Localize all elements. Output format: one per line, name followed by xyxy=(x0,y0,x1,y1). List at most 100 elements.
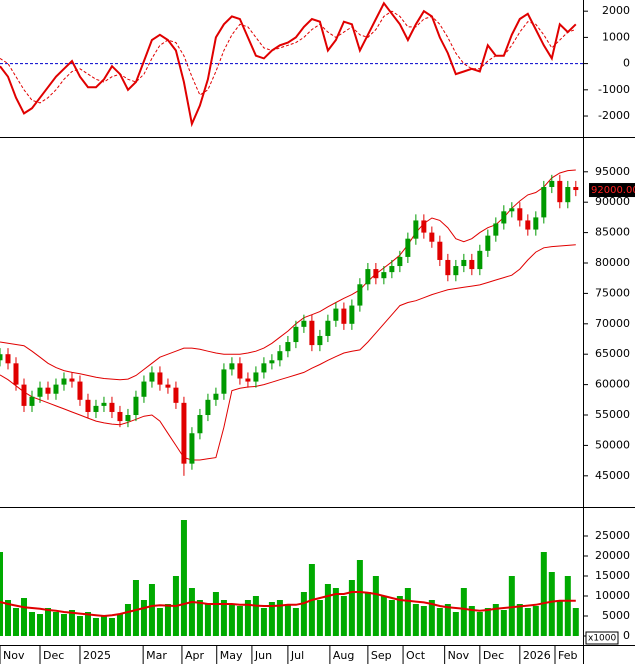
volume-bar xyxy=(204,604,211,636)
last-price-label: 92000.00 xyxy=(591,185,635,196)
volume-bar xyxy=(572,608,579,636)
y-tick-label: 65000 xyxy=(595,347,630,360)
volume-bar xyxy=(300,592,307,636)
y-tick-label: -1000 xyxy=(598,83,630,96)
volume-bar xyxy=(556,600,563,636)
bollinger-band xyxy=(0,169,576,381)
candle-body xyxy=(357,284,363,306)
y-tick-label: 50000 xyxy=(595,438,630,451)
volume-bar xyxy=(332,588,339,636)
volume-bar xyxy=(60,614,67,636)
candle-body xyxy=(477,250,483,270)
candle-body xyxy=(213,393,219,400)
candle-body xyxy=(221,369,227,394)
candle-body xyxy=(77,381,83,400)
x-tick-label: Nov xyxy=(448,649,470,662)
volume-bar xyxy=(508,576,515,636)
candle-body xyxy=(437,241,443,260)
volume-bar xyxy=(236,606,243,636)
volume-bar xyxy=(340,596,347,636)
candle-body xyxy=(69,378,75,382)
volume-bar xyxy=(276,600,283,636)
candle-body xyxy=(309,320,315,346)
candle-body xyxy=(293,326,299,343)
candle-body xyxy=(461,259,467,267)
volume-bar xyxy=(260,608,267,636)
candle-body xyxy=(0,354,3,361)
candle-body xyxy=(157,372,163,385)
volume-bar xyxy=(412,604,419,636)
candle-body xyxy=(381,272,387,279)
volume-bar xyxy=(36,614,43,636)
candle-body xyxy=(93,405,99,412)
signal-line xyxy=(0,10,576,104)
candle-body xyxy=(197,415,203,434)
candle-body xyxy=(413,220,419,239)
volume-bar xyxy=(116,614,123,636)
volume-bar xyxy=(404,588,411,636)
y-tick-label: 60000 xyxy=(595,378,630,391)
candle-body xyxy=(141,381,147,397)
candle-body xyxy=(5,354,11,364)
candle-body xyxy=(317,335,323,346)
volume-bar xyxy=(564,576,571,636)
y-tick-label: -2000 xyxy=(598,109,630,122)
candle-body xyxy=(261,363,267,373)
volume-bar xyxy=(0,552,3,636)
y-tick-label: 25000 xyxy=(595,529,630,542)
volume-bar xyxy=(532,606,539,636)
x-tick-label: 2025 xyxy=(83,649,111,662)
volume-bar xyxy=(148,584,155,636)
candle-body xyxy=(341,308,347,324)
volume-bar xyxy=(156,608,163,636)
volume-bar xyxy=(12,608,19,636)
candle-body xyxy=(269,360,275,364)
candle-body xyxy=(37,387,43,397)
candle-body xyxy=(29,396,35,406)
volume-bar xyxy=(436,608,443,636)
volume-bar xyxy=(396,596,403,636)
volume-bar xyxy=(484,608,491,636)
candle-body xyxy=(21,384,27,406)
candle-body xyxy=(125,415,131,422)
y-tick-label: 90000 xyxy=(595,195,630,208)
candle-body xyxy=(549,180,555,187)
volume-bar xyxy=(212,592,219,636)
volume-bar xyxy=(268,602,275,636)
y-tick-label: 0 xyxy=(623,57,630,70)
candle-body xyxy=(101,402,107,406)
candle-body xyxy=(285,342,291,352)
volume-bar xyxy=(44,608,51,636)
y-tick-label: 75000 xyxy=(595,286,630,299)
candle-body xyxy=(557,180,563,203)
volume-bar xyxy=(124,604,131,636)
candle-body xyxy=(325,320,331,336)
candle-body xyxy=(509,208,515,212)
candle-body xyxy=(181,402,187,464)
volume-bar xyxy=(252,596,259,636)
y-tick-label: 2000 xyxy=(602,4,630,17)
volume-bar xyxy=(500,610,507,636)
x-tick-label: Apr xyxy=(185,649,205,662)
unit-box xyxy=(585,631,619,645)
volume-bar xyxy=(28,612,35,636)
candle-body xyxy=(277,351,283,361)
candle-body xyxy=(469,259,475,270)
x-tick-label: Aug xyxy=(333,649,354,662)
x-tick-label: May xyxy=(220,649,243,662)
candle-body xyxy=(541,186,547,218)
x-tick-label: Nov xyxy=(3,649,25,662)
candle-body xyxy=(389,266,395,273)
volume-bar xyxy=(492,604,499,636)
volume-bar xyxy=(100,616,107,636)
x-tick-label: Feb xyxy=(558,649,577,662)
volume-bar xyxy=(4,600,11,636)
candle-body xyxy=(53,384,59,394)
candle-body xyxy=(237,363,243,379)
candle-body xyxy=(13,363,19,385)
volume-bar xyxy=(380,596,387,636)
candle-body xyxy=(245,378,251,382)
volume-bar xyxy=(428,600,435,636)
